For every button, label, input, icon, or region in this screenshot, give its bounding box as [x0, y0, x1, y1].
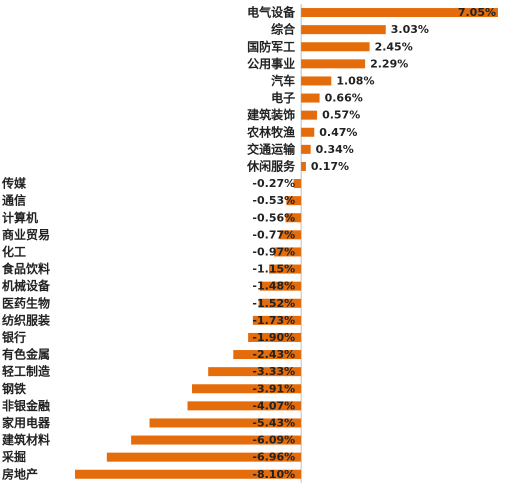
value-label: -0.77% [252, 228, 295, 241]
bar [106, 452, 302, 462]
bar [286, 196, 302, 206]
bar [301, 76, 332, 86]
value-label: -1.15% [252, 263, 295, 276]
value-label: 0.17% [311, 160, 349, 173]
category-label: 国防军工 [247, 39, 295, 54]
bars-group [75, 8, 498, 479]
value-label: 2.45% [375, 40, 413, 53]
value-label: 2.29% [370, 57, 408, 70]
category-label: 综合 [271, 22, 296, 37]
category-label: 建筑材料 [1, 432, 50, 447]
bar [301, 93, 320, 103]
category-label: 采掘 [1, 449, 26, 464]
value-label: -3.33% [252, 365, 295, 378]
value-label: 3.03% [391, 23, 429, 36]
bar [131, 435, 302, 445]
value-label: -0.27% [252, 177, 295, 190]
value-label: -1.90% [252, 331, 295, 344]
bar [259, 281, 302, 291]
value-label: 7.05% [458, 6, 496, 19]
value-label: 0.34% [316, 143, 354, 156]
bar [301, 25, 386, 35]
value-label: -0.97% [252, 245, 295, 258]
bar [301, 59, 366, 69]
value-label: -3.91% [252, 382, 295, 395]
category-label: 农林牧渔 [246, 124, 295, 139]
bar [301, 8, 498, 18]
category-label: 电气设备 [247, 5, 296, 20]
category-label: 钢铁 [2, 381, 26, 396]
bar [258, 298, 302, 308]
bar [248, 332, 302, 342]
value-label: -0.53% [252, 194, 295, 207]
category-label: 汽车 [271, 73, 295, 88]
value-label: -6.96% [252, 451, 295, 464]
value-label: -2.43% [252, 348, 295, 361]
bar [301, 42, 370, 52]
value-label: -5.43% [252, 416, 295, 429]
category-label: 有色金属 [2, 347, 50, 362]
category-label: 医药生物 [2, 295, 50, 310]
bar [187, 401, 302, 411]
bar [75, 469, 302, 479]
value-label: 0.47% [319, 126, 357, 139]
category-label: 化工 [2, 244, 26, 259]
category-label: 机械设备 [2, 278, 51, 293]
category-label: 家用电器 [2, 415, 51, 430]
bar [285, 213, 302, 223]
category-label: 房地产 [2, 466, 38, 481]
category-label: 非银金融 [2, 398, 50, 413]
value-labels-group: 7.05% 3.03% 2.45% 2.29% 1.08% 0.66% 0.57% 0.47%… [252, 6, 496, 481]
category-label: 传媒 [1, 176, 27, 191]
bar [233, 350, 302, 360]
value-label: -0.56% [252, 211, 295, 224]
value-label: 0.66% [325, 92, 363, 105]
category-label: 电子 [271, 90, 295, 105]
category-label: 交通运输 [247, 141, 296, 156]
category-label: 建筑装饰 [246, 107, 295, 122]
bar [274, 247, 302, 257]
category-label: 商业贸易 [2, 227, 50, 242]
bar [293, 179, 302, 189]
category-label: 银行 [2, 329, 26, 344]
category-labels-group: 电气设备综合国防军工公用事业汽车电子建筑装饰农林牧渔交通运输休闲服务传媒通信计算… [1, 5, 296, 482]
category-label: 通信 [2, 193, 26, 208]
value-label: -1.73% [252, 314, 295, 327]
value-label: -8.10% [252, 468, 295, 481]
bar [301, 144, 311, 154]
bar [301, 110, 318, 120]
category-label: 公用事业 [247, 56, 295, 71]
bar [252, 315, 302, 325]
value-label: -1.48% [252, 280, 295, 293]
bar [149, 418, 302, 428]
bar [191, 384, 302, 394]
bar [208, 367, 302, 377]
value-label: -1.52% [252, 297, 295, 310]
category-label: 食品饮料 [1, 261, 50, 276]
value-label: -6.09% [252, 434, 295, 447]
bar [269, 264, 302, 274]
category-label: 休闲服务 [246, 158, 296, 173]
bar [279, 230, 302, 240]
value-label: 1.08% [336, 74, 374, 87]
value-label: -4.07% [252, 399, 295, 412]
category-label: 计算机 [2, 210, 38, 225]
category-label: 轻工制造 [2, 364, 51, 379]
bar [301, 127, 315, 137]
category-label: 纺织服装 [2, 312, 50, 327]
bar [301, 161, 306, 171]
value-label: 0.57% [322, 109, 360, 122]
